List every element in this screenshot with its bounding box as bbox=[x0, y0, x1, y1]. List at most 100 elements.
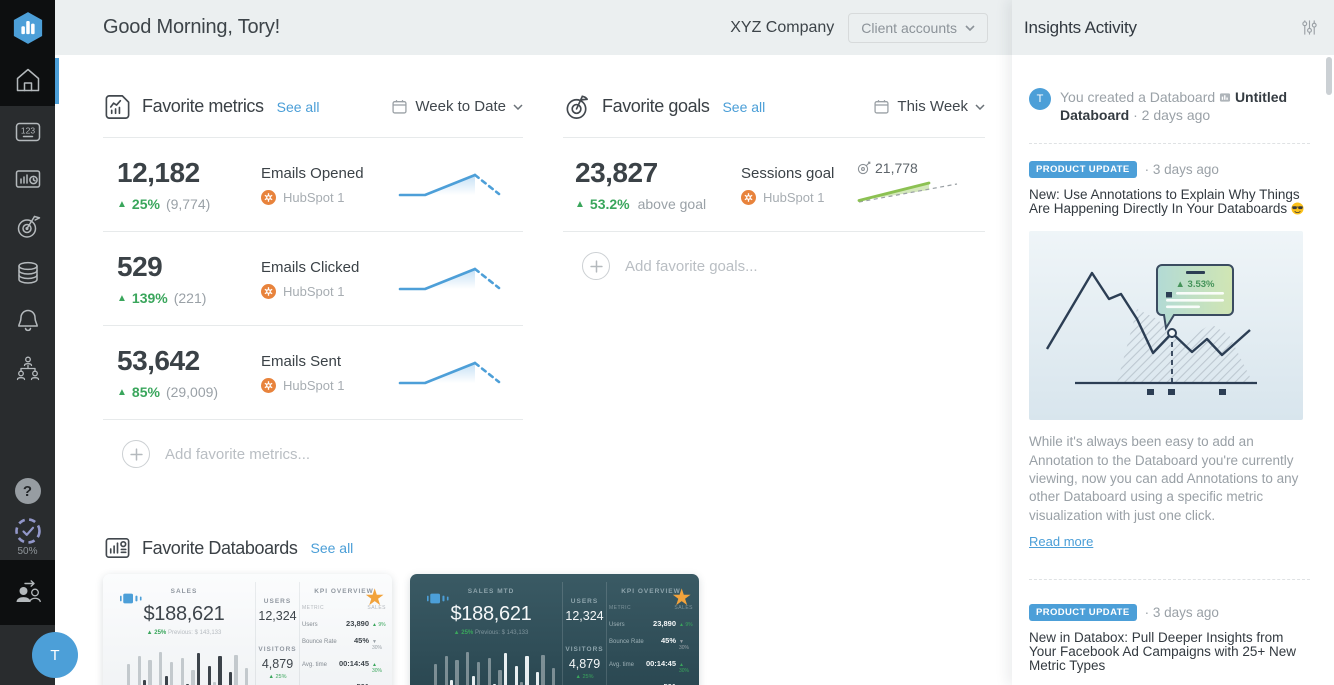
metric-source: HubSpot 1 bbox=[283, 377, 345, 393]
sidebar-top-section bbox=[0, 0, 55, 106]
sidebar-active-indicator bbox=[55, 58, 59, 104]
main-header: Good Morning, Tory! XYZ Company Client a… bbox=[55, 0, 1012, 55]
post-title[interactable]: New in Databox: Pull Deeper Insights fro… bbox=[1029, 629, 1297, 674]
metrics-card-title: Favorite metrics bbox=[142, 96, 264, 116]
sidebar-item-databoards[interactable] bbox=[0, 164, 55, 194]
divider bbox=[299, 582, 300, 685]
databoards-see-all-link[interactable]: See all bbox=[310, 540, 354, 556]
databoard-thumbnail[interactable]: ★ SALES MTD $188,621 ▲ 25% Previous: $ 1… bbox=[410, 574, 699, 685]
goal-target-icon bbox=[17, 215, 40, 238]
filter-sliders-icon[interactable] bbox=[1301, 19, 1318, 36]
metric-value: 529 bbox=[117, 251, 163, 282]
metric-source: HubSpot 1 bbox=[283, 189, 345, 205]
progress-ring-icon bbox=[14, 518, 41, 544]
divider bbox=[562, 582, 563, 685]
metric-label: Emails Opened bbox=[261, 164, 364, 182]
chevron-down-icon bbox=[965, 24, 975, 31]
databoard-thumbnail[interactable]: ★ SALES $188,621 ▲ 25% Previous: $ 143,1… bbox=[103, 574, 392, 685]
help-icon: ? bbox=[14, 478, 41, 504]
insights-title: Insights Activity bbox=[1024, 17, 1137, 37]
post-title[interactable]: New: Use Annotations to Explain Why Thin… bbox=[1029, 187, 1310, 216]
thumb-big-value: $188,621 bbox=[143, 603, 225, 625]
thumb-big-value: $188,621 bbox=[450, 603, 532, 625]
scrollbar-thumb[interactable] bbox=[1326, 57, 1332, 95]
goal-value: 23,827 bbox=[575, 157, 658, 188]
goal-progress-chart bbox=[857, 181, 958, 203]
databoards-title: Favorite Databoards bbox=[142, 537, 298, 558]
thumb-section-title: SALES MTD bbox=[467, 588, 515, 595]
sidebar-item-goals[interactable] bbox=[0, 211, 55, 241]
activity-text: You created a Databoard Untitled Databoa… bbox=[1060, 89, 1288, 123]
add-favorite-metrics[interactable]: Add favorite metrics... bbox=[103, 440, 523, 468]
metric-label: Emails Clicked bbox=[261, 258, 360, 276]
up-triangle-icon: ▲ bbox=[117, 198, 127, 210]
metric-value: 53,642 bbox=[117, 345, 200, 376]
metric-row[interactable]: 12,182 ▲ 25% (9,774) Emails Opened HubSp… bbox=[103, 138, 523, 232]
metrics-range-selector[interactable]: Week to Date bbox=[392, 98, 523, 115]
post-time: · 3 days ago bbox=[1144, 604, 1219, 620]
metric-row[interactable]: 53,642 ▲ 85% (29,009) Emails Sent HubSpo… bbox=[103, 326, 523, 420]
progress-percent-label: 50% bbox=[17, 546, 38, 557]
numbers-123-icon: 123 bbox=[15, 122, 40, 142]
goals-card-title: Favorite goals bbox=[602, 96, 710, 116]
favorite-star-icon[interactable]: ★ bbox=[364, 584, 385, 610]
calendar-icon bbox=[874, 100, 889, 114]
org-users-icon bbox=[16, 356, 39, 381]
goal-source: HubSpot 1 bbox=[763, 189, 825, 205]
sidebar-item-progress[interactable] bbox=[0, 516, 55, 546]
sunglasses-emoji bbox=[1291, 202, 1304, 215]
product-update-badge: PRODUCT UPDATE bbox=[1029, 161, 1137, 178]
sidebar-item-alerts[interactable] bbox=[0, 306, 55, 336]
plus-icon bbox=[582, 252, 610, 280]
goals-range-selector[interactable]: This Week bbox=[874, 98, 985, 115]
sidebar-item-account-management[interactable] bbox=[0, 353, 55, 383]
kpi-overview-title: KPI OVERVIEW bbox=[621, 588, 681, 595]
thumb-section-title: SALES bbox=[170, 588, 198, 595]
hubspot-icon bbox=[261, 377, 276, 393]
kpi-overview-title: KPI OVERVIEW bbox=[314, 588, 374, 595]
home-icon bbox=[16, 68, 39, 92]
main-content: Favorite metrics See all Week to Date 12… bbox=[55, 55, 1012, 685]
sidebar-item-datasources[interactable] bbox=[0, 258, 55, 288]
databoard-mini-icon bbox=[1220, 93, 1231, 102]
add-metrics-placeholder: Add favorite metrics... bbox=[165, 445, 311, 463]
favorite-star-icon[interactable]: ★ bbox=[671, 584, 692, 610]
sidebar-item-switch-account[interactable] bbox=[0, 560, 55, 625]
databox-logo-icon[interactable] bbox=[13, 11, 43, 45]
sidebar-item-metrics[interactable]: 123 bbox=[0, 117, 55, 147]
favorite-goals-card: Favorite goals See all This Week 23,827 bbox=[563, 88, 985, 280]
metric-sparkline bbox=[398, 173, 501, 196]
metrics-see-all-link[interactable]: See all bbox=[276, 98, 320, 115]
metric-row[interactable]: 529 ▲ 139% (221) Emails Clicked HubSpot … bbox=[103, 232, 523, 326]
hubspot-icon bbox=[261, 283, 276, 299]
user-avatar[interactable]: T bbox=[32, 632, 78, 678]
svg-text:▲ 3.53%: ▲ 3.53% bbox=[1176, 279, 1216, 290]
chevron-down-icon bbox=[513, 103, 523, 110]
metric-sparkline bbox=[398, 361, 501, 384]
company-name: XYZ Company bbox=[730, 18, 835, 36]
product-update-post: PRODUCT UPDATE · 3 days ago New in Datab… bbox=[1029, 603, 1310, 674]
favorite-goals-icon bbox=[566, 95, 588, 119]
plus-icon bbox=[122, 440, 150, 468]
activity-item[interactable]: T You created a Databoard Untitled Datab… bbox=[1029, 88, 1310, 124]
thumb-bar-chart bbox=[424, 652, 560, 685]
favorite-metrics-card: Favorite metrics See all Week to Date 12… bbox=[103, 88, 523, 468]
sidebar-item-help[interactable]: ? bbox=[0, 478, 55, 504]
sidebar-item-home[interactable] bbox=[0, 65, 55, 95]
goal-marker-icon bbox=[857, 161, 871, 175]
up-triangle-icon: ▲ bbox=[575, 198, 585, 210]
product-update-badge: PRODUCT UPDATE bbox=[1029, 603, 1137, 621]
add-favorite-goals[interactable]: Add favorite goals... bbox=[563, 252, 985, 280]
client-accounts-dropdown[interactable]: Client accounts bbox=[848, 12, 988, 43]
metric-label: Emails Sent bbox=[261, 352, 342, 370]
up-triangle-icon: ▲ bbox=[117, 386, 127, 398]
databoard-thumbnails: ★ SALES $188,621 ▲ 25% Previous: $ 143,1… bbox=[103, 574, 717, 685]
goals-see-all-link[interactable]: See all bbox=[722, 98, 766, 115]
goal-chart: 21,778 bbox=[857, 160, 985, 209]
read-more-link[interactable]: Read more bbox=[1029, 533, 1094, 549]
bell-icon bbox=[17, 309, 38, 332]
hubspot-icon bbox=[261, 189, 276, 205]
goal-row[interactable]: 23,827 ▲ 53.2% above goal Sessions goal bbox=[563, 138, 985, 232]
metric-source: HubSpot 1 bbox=[283, 283, 345, 299]
